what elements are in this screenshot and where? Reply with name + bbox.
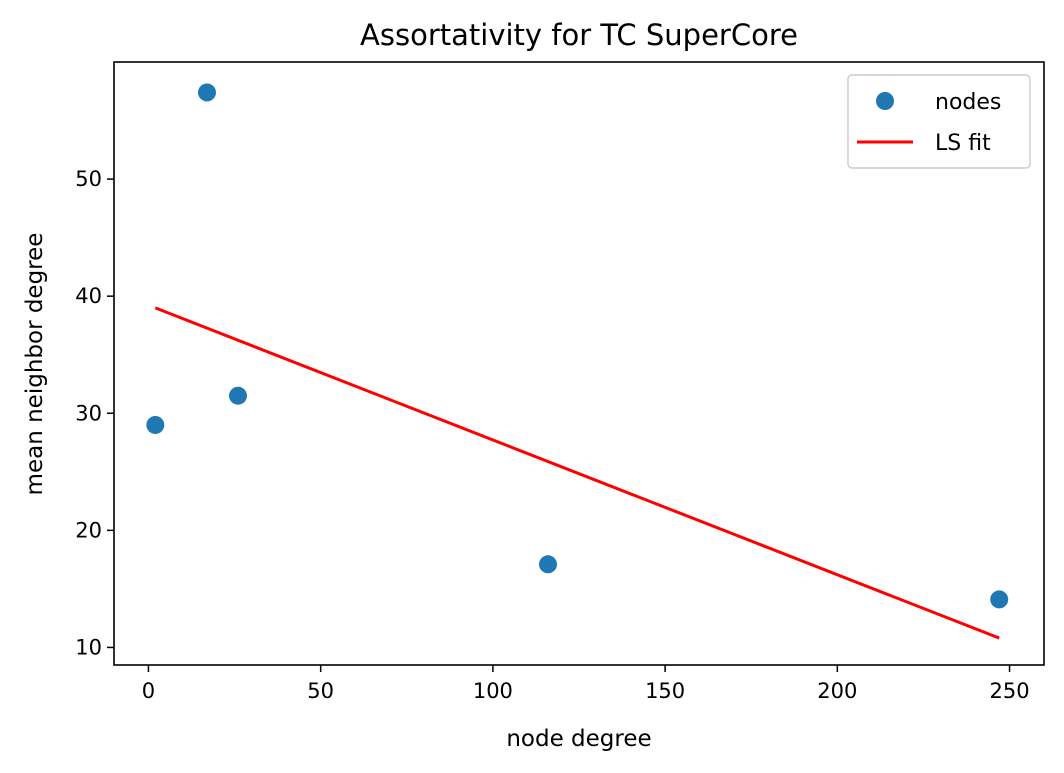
plot-area — [146, 83, 1009, 640]
x-axis-label: node degree — [506, 726, 651, 752]
legend-label-nodes: nodes — [935, 90, 1001, 115]
x-tick-label-250: 250 — [990, 679, 1030, 703]
x-tick-label-0: 0 — [142, 679, 155, 703]
x-tick-label-150: 150 — [645, 679, 685, 703]
legend-label-ls-fit: LS fit — [935, 131, 991, 156]
y-axis: 10 20 30 40 50 — [75, 167, 114, 659]
node-point-4 — [539, 555, 557, 574]
plot-frame — [113, 61, 1045, 666]
node-point-5 — [990, 590, 1009, 609]
node-point-3 — [229, 386, 247, 405]
x-tick-label-50: 50 — [307, 679, 334, 703]
node-point-2 — [198, 83, 216, 102]
chart-title: Assortativity for TC SuperCore — [360, 18, 798, 52]
y-tick-label-50: 50 — [75, 167, 102, 191]
y-tick-label-40: 40 — [75, 284, 102, 308]
x-tick-label-100: 100 — [473, 679, 513, 703]
y-axis-label: mean neighbor degree — [22, 233, 48, 496]
ls-fit-line — [154, 306, 1000, 640]
legend-marker-nodes — [876, 92, 894, 110]
legend: nodes LS fit — [847, 74, 1031, 169]
x-axis: 0 50 100 150 200 250 — [142, 665, 1030, 703]
node-point-1 — [146, 415, 165, 434]
y-tick-label-30: 30 — [75, 401, 102, 425]
y-tick-label-10: 10 — [75, 635, 102, 659]
x-tick-label-200: 200 — [817, 679, 857, 703]
y-tick-label-20: 20 — [75, 518, 102, 542]
